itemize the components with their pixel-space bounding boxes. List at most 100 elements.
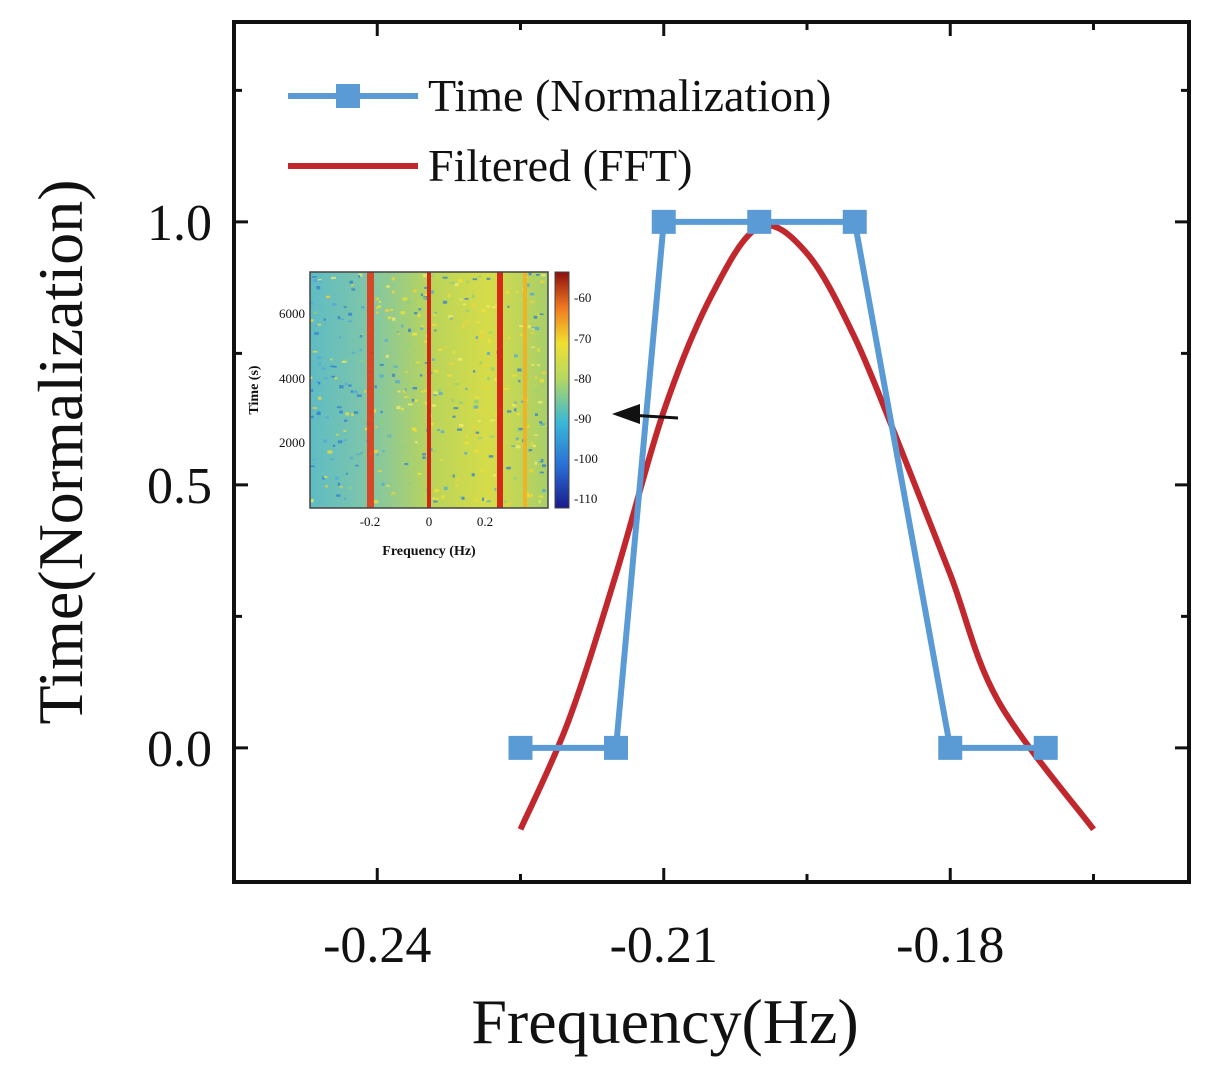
inset-noise-pixel: [535, 376, 538, 380]
inset-noise-pixel: [516, 291, 519, 294]
inset-noise-pixel: [493, 474, 497, 477]
inset-colorbar-tick-label: -100: [574, 451, 598, 466]
inset-noise-pixel: [310, 319, 314, 322]
inset-noise-pixel: [448, 315, 453, 318]
inset-noise-pixel: [535, 273, 540, 276]
inset-noise-pixel: [526, 283, 530, 287]
inset-noise-pixel: [344, 497, 347, 500]
inset-noise-pixel: [452, 474, 455, 478]
inset-noise-pixel: [397, 390, 401, 393]
inset-noise-pixel: [417, 472, 422, 476]
inset-noise-pixel: [361, 332, 365, 335]
series-time-normalization-point: [1033, 735, 1058, 760]
inset-noise-pixel: [442, 276, 448, 279]
inset-noise-pixel: [391, 290, 395, 294]
inset-noise-pixel: [375, 282, 379, 285]
inset-noise-pixel: [425, 457, 429, 461]
inset-noise-pixel: [488, 455, 494, 458]
inset-noise-pixel: [466, 494, 470, 497]
inset-noise-pixel: [338, 336, 342, 339]
inset-noise-pixel: [513, 477, 517, 480]
inset-noise-pixel: [519, 333, 523, 337]
inset-noise-pixel: [514, 401, 517, 404]
inset-noise-pixel: [420, 326, 424, 330]
legend-label-filtered: Filtered (FFT): [428, 140, 692, 191]
inset-noise-pixel: [312, 458, 316, 461]
inset-noise-pixel: [486, 500, 491, 503]
inset-noise-pixel: [376, 464, 379, 468]
inset-noise-pixel: [348, 320, 353, 323]
inset-noise-pixel: [331, 375, 335, 378]
inset-noise-pixel: [404, 463, 409, 466]
inset-noise-pixel: [486, 305, 490, 308]
inset-noise-pixel: [477, 420, 481, 422]
inset-noise-pixel: [486, 376, 490, 381]
inset-noise-pixel: [538, 495, 544, 498]
inset-colorbar-tick-label: -70: [574, 331, 591, 346]
series-filtered-fft-line: [517, 222, 1096, 832]
inset-noise-pixel: [539, 379, 545, 383]
inset-noise-pixel: [325, 295, 331, 299]
inset-noise-pixel: [464, 441, 469, 445]
inset-noise-pixel: [380, 391, 384, 394]
inset-noise-pixel: [424, 293, 429, 297]
inset-noise-pixel: [539, 421, 543, 424]
inset-noise-pixel: [473, 399, 479, 403]
inset-noise-pixel: [462, 303, 467, 306]
inset-noise-pixel: [392, 493, 395, 497]
inset-noise-pixel: [456, 328, 459, 331]
inset-noise-pixel: [482, 386, 487, 389]
inset-noise-pixel: [466, 280, 470, 283]
inset-band-2: [427, 272, 431, 508]
inset-noise-pixel: [396, 405, 401, 410]
inset-noise-pixel: [379, 420, 384, 424]
inset-noise-pixel: [501, 328, 505, 331]
inset-noise-pixel: [310, 302, 314, 305]
inset-noise-pixel: [341, 360, 347, 363]
inset-noise-pixel: [525, 492, 529, 495]
inset-noise-pixel: [347, 486, 353, 489]
inset-noise-pixel: [437, 388, 442, 393]
inset-noise-pixel: [433, 369, 439, 373]
inset-noise-pixel: [351, 413, 354, 416]
inset-noise-pixel: [538, 500, 541, 504]
inset-noise-pixel: [433, 391, 439, 394]
inset-noise-pixel: [375, 426, 378, 428]
inset-noise-pixel: [457, 428, 462, 431]
inset-noise-pixel: [378, 300, 382, 303]
inset-noise-pixel: [393, 365, 399, 368]
inset-noise-pixel: [336, 406, 342, 409]
inset-band-4: [523, 272, 527, 508]
inset-noise-pixel: [490, 419, 496, 422]
inset-noise-pixel: [482, 498, 487, 501]
inset-noise-pixel: [353, 390, 358, 394]
x-tick-label: -0.24: [323, 917, 431, 974]
inset-noise-pixel: [351, 283, 354, 287]
inset-noise-pixel: [443, 486, 448, 491]
inset-noise-pixel: [390, 309, 394, 311]
inset-noise-pixel: [479, 408, 483, 411]
inset-noise-pixel: [458, 279, 463, 283]
inset-noise-pixel: [477, 275, 482, 278]
inset-noise-pixel: [457, 462, 460, 466]
inset-noise-pixel: [384, 339, 389, 342]
inset-noise-pixel: [405, 371, 408, 374]
inset-x-tick-label: -0.2: [360, 514, 381, 529]
inset-noise-pixel: [479, 361, 482, 365]
inset-noise-pixel: [494, 488, 497, 491]
inset-noise-pixel: [385, 354, 389, 358]
inset-noise-pixel: [475, 321, 480, 324]
inset-noise-pixel: [440, 459, 443, 461]
inset-noise-pixel: [449, 282, 455, 284]
inset-noise-pixel: [401, 446, 406, 449]
inset-noise-pixel: [325, 485, 328, 488]
x-tick-label: -0.18: [896, 917, 1004, 974]
inset-noise-pixel: [331, 303, 337, 306]
inset-noise-pixel: [418, 463, 421, 466]
inset-noise-pixel: [475, 408, 479, 411]
inset-noise-pixel: [514, 408, 517, 412]
inset-noise-pixel: [323, 439, 328, 443]
inset-noise-pixel: [421, 297, 427, 300]
inset-noise-pixel: [395, 380, 400, 384]
inset-noise-pixel: [475, 431, 480, 434]
